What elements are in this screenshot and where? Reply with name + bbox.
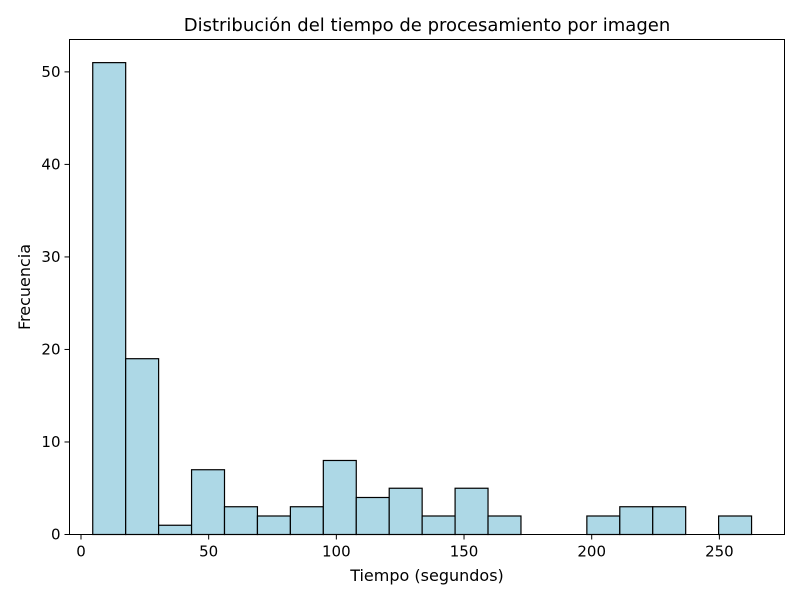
x-axis: 0 50 100 150 200 250 bbox=[76, 534, 734, 561]
histogram-bar-12 bbox=[487, 515, 522, 536]
histogram-bar-3 bbox=[190, 469, 226, 536]
histogram-bar-6 bbox=[289, 506, 324, 536]
y-tick-label: 0 bbox=[51, 526, 61, 544]
histogram-bar-19 bbox=[718, 515, 753, 536]
chart-title: Distribución del tiempo de procesamiento… bbox=[184, 15, 671, 36]
y-tick-label: 40 bbox=[41, 155, 60, 173]
histogram-bar-8 bbox=[355, 496, 390, 536]
x-tick-label: 200 bbox=[577, 543, 606, 561]
histogram-bar-5 bbox=[256, 515, 291, 536]
bars-group bbox=[92, 62, 753, 536]
histogram-bar-16 bbox=[619, 506, 654, 536]
histogram-bar-4 bbox=[223, 506, 259, 536]
histogram-bar-10 bbox=[421, 515, 456, 536]
histogram-bar-11 bbox=[454, 487, 489, 536]
histogram-bar-9 bbox=[388, 487, 423, 536]
histogram-bar-2 bbox=[158, 524, 193, 536]
histogram-bar-17 bbox=[652, 506, 687, 536]
x-tick-label: 50 bbox=[199, 543, 218, 561]
histogram-bar-7 bbox=[322, 459, 357, 536]
y-tick-label: 30 bbox=[41, 248, 60, 266]
x-tick-label: 250 bbox=[705, 543, 734, 561]
x-axis-label: Tiempo (segundos) bbox=[349, 566, 504, 585]
plot-frame bbox=[69, 39, 785, 535]
x-tick-label: 0 bbox=[76, 543, 86, 561]
histogram-bar-0 bbox=[92, 62, 127, 536]
y-axis-label: Frecuencia bbox=[15, 244, 34, 330]
histogram-bar-15 bbox=[586, 515, 621, 536]
y-tick-label: 50 bbox=[41, 63, 60, 81]
y-tick-label: 20 bbox=[41, 340, 60, 358]
x-tick-label: 100 bbox=[322, 543, 351, 561]
y-axis: 0 10 20 30 40 50 bbox=[41, 63, 70, 544]
y-tick-label: 10 bbox=[41, 433, 60, 451]
x-tick-label: 150 bbox=[450, 543, 479, 561]
histogram-bar-1 bbox=[125, 358, 160, 536]
